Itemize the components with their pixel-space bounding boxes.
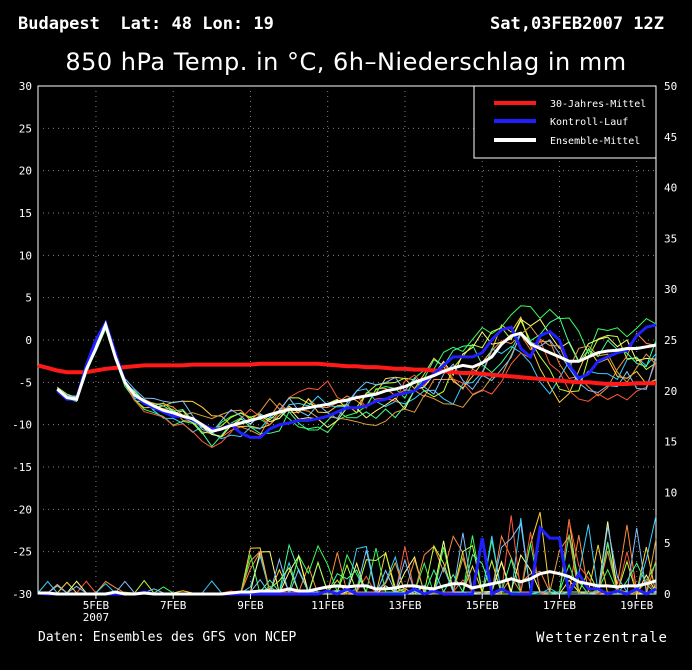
x-tick-label: 7FEB [160, 599, 187, 612]
legend-label-mean: Ensemble-Mittel [550, 136, 640, 147]
legend: 30-Jahres-Mittel Kontroll-Lauf Ensemble-… [473, 85, 657, 159]
x-tick-label: 15FEB [466, 599, 499, 612]
y-left-tick-label: 20 [19, 165, 32, 178]
ensemble-member-line [56, 324, 657, 449]
ensemble-member-line [56, 305, 657, 435]
y-left-tick-label: 10 [19, 249, 32, 262]
y-left-tick-label: -20 [12, 503, 32, 516]
y-left-tick-label: 30 [19, 80, 32, 93]
grid-lines [38, 86, 656, 594]
ensemble-member-line [57, 319, 657, 435]
y-right-tick-label: 5 [664, 537, 671, 550]
control-run-line [56, 319, 657, 439]
y-right-tick-label: 50 [664, 80, 677, 93]
ensemble-member-line [56, 315, 657, 429]
y-right-tick-label: 45 [664, 131, 677, 144]
y-left-tick-label: -10 [12, 419, 32, 432]
y-right-tick-label: 20 [664, 385, 677, 398]
ensemble-member-line [56, 321, 657, 434]
x-tick-label: 17FEB [543, 599, 576, 612]
y-left-tick-label: 25 [19, 122, 32, 135]
y-right-tick-label: 0 [664, 588, 671, 601]
y-left-tick-label: 5 [25, 292, 32, 305]
x-tick-label: 5FEB [83, 599, 110, 612]
x-year-label: 2007 [83, 611, 110, 624]
y-right-tick-label: 35 [664, 232, 677, 245]
temp-member-lines [56, 305, 657, 449]
y-right-tick-label: 15 [664, 436, 677, 449]
axis-tick-labels: 302520151050-5-10-15-20-25-3050454035302… [12, 80, 677, 624]
y-left-tick-label: -30 [12, 588, 32, 601]
y-right-tick-label: 10 [664, 486, 677, 499]
chart-title: 850 hPa Temp. in °C, 6h–Niederschlag in … [65, 48, 627, 76]
y-left-tick-label: 15 [19, 207, 32, 220]
data-source-note: Daten: Ensembles des GFS von NCEP [38, 630, 297, 645]
ensemble-member-line [56, 320, 657, 427]
main-series [37, 319, 657, 599]
y-left-tick-label: -5 [19, 376, 32, 389]
climate-mean-line [37, 361, 656, 386]
y-left-tick-label: -25 [12, 546, 32, 559]
y-left-tick-label: 0 [25, 334, 32, 347]
legend-label-control: Kontroll-Lauf [550, 117, 628, 128]
x-tick-label: 13FEB [388, 599, 421, 612]
y-right-tick-label: 40 [664, 182, 677, 195]
y-left-tick-label: -15 [12, 461, 32, 474]
run-timestamp: Sat,03FEB2007 12Z [490, 14, 664, 34]
legend-label-climate: 30-Jahres-Mittel [550, 99, 646, 110]
ensemble-mean-line [56, 320, 657, 434]
x-tick-label: 9FEB [237, 599, 264, 612]
y-right-tick-label: 30 [664, 283, 677, 296]
x-tick-label: 19FEB [620, 599, 653, 612]
control-precip-line [37, 524, 657, 599]
x-tick-label: 11FEB [311, 599, 344, 612]
location-label: Budapest Lat: 48 Lon: 19 [18, 14, 274, 34]
brand-label: Wetterzentrale [535, 630, 668, 646]
y-right-tick-label: 25 [664, 334, 677, 347]
mean-precip-line [38, 570, 657, 596]
